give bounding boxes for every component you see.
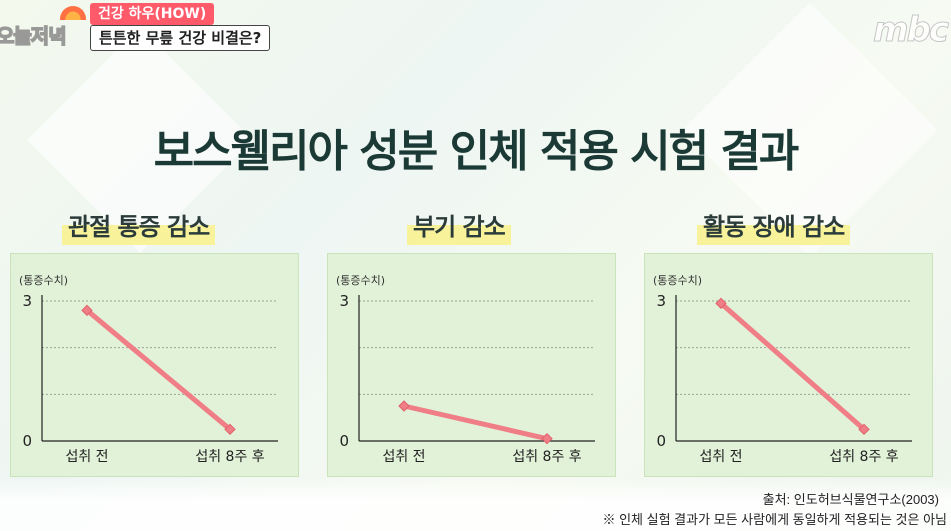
data-point bbox=[541, 432, 553, 445]
channel-logo: mbc bbox=[873, 10, 950, 51]
x-tick-label: 섭취 전 bbox=[382, 449, 425, 465]
y-axis-label: (통증수치) bbox=[336, 274, 385, 287]
y-axis-label: (통증수치) bbox=[19, 274, 68, 287]
data-point bbox=[858, 423, 870, 436]
y-tick-label: 3 bbox=[656, 292, 666, 310]
series-line bbox=[401, 403, 550, 442]
main-title: 보스웰리아 성분 인체 적용 시험 결과 bbox=[153, 126, 800, 177]
chart-title-joint-pain: 관절 통증 감소 bbox=[62, 209, 216, 245]
data-point bbox=[398, 400, 410, 412]
y-tick-label: 3 bbox=[22, 292, 32, 310]
line-chart: (통증수치) 0 3 섭취 전 섭취 8주 후 bbox=[336, 274, 595, 465]
data-point bbox=[81, 304, 93, 317]
segment-tag: 건강 하우(HOW) bbox=[90, 3, 215, 25]
x-tick-label: 섭취 8주 후 bbox=[512, 449, 581, 465]
program-logo: 오늘저녁 bbox=[0, 23, 67, 49]
x-tick-label: 섭취 전 bbox=[65, 449, 108, 465]
chart-title-swelling: 부기 감소 bbox=[407, 209, 511, 245]
line-chart: (통증수치) 0 3 섭취 전 섭취 8주 후 bbox=[653, 274, 912, 465]
sun-icon bbox=[60, 6, 86, 20]
chart-title-activity: 활동 장애 감소 bbox=[697, 209, 851, 245]
data-point bbox=[224, 423, 236, 436]
y-tick-label: 3 bbox=[339, 292, 349, 310]
y-tick-label: 0 bbox=[339, 432, 349, 450]
x-tick-label: 섭취 전 bbox=[699, 449, 742, 465]
series-line bbox=[84, 307, 233, 432]
x-tick-label: 섭취 8주 후 bbox=[829, 449, 898, 465]
disclaimer: ※ 인체 실험 결과가 모든 사람에게 동일하게 적용되는 것은 아님 bbox=[602, 512, 947, 527]
headline-caption: 튼튼한 무릎 건강 비결은? bbox=[90, 25, 271, 51]
data-point bbox=[715, 297, 727, 310]
y-tick-label: 0 bbox=[22, 432, 32, 450]
source-citation: 출처: 인도허브식물연구소(2003) bbox=[762, 492, 939, 507]
chart-panel-activity: (통증수치) 0 3 섭취 전 섭취 8주 후 bbox=[644, 253, 933, 477]
series-line bbox=[718, 300, 867, 432]
chart-panel-swelling: (통증수치) 0 3 섭취 전 섭취 8주 후 bbox=[327, 253, 616, 477]
x-tick-label: 섭취 8주 후 bbox=[195, 449, 264, 465]
chart-panel-joint-pain: (통증수치) 0 3 섭취 전 섭취 8주 후 bbox=[10, 253, 299, 477]
y-tick-label: 0 bbox=[656, 432, 666, 450]
line-chart: (통증수치) 0 3 섭취 전 섭취 8주 후 bbox=[19, 274, 278, 465]
y-axis-label: (통증수치) bbox=[653, 274, 702, 287]
footer-band bbox=[0, 478, 951, 531]
